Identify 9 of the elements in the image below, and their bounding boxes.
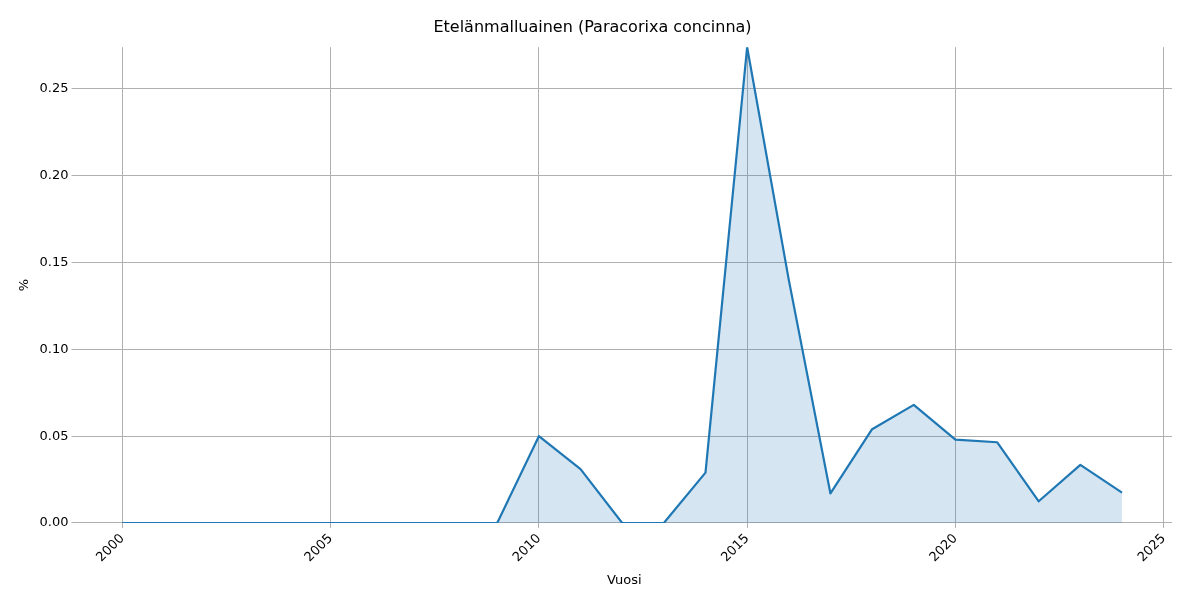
y-tick-label: 0.20 (39, 167, 69, 183)
y-axis-title: % (16, 278, 32, 292)
y-tick-label: 0.25 (39, 80, 69, 96)
chart-title: Etelänmalluainen (Paracorixa concinna) (433, 16, 752, 36)
y-tick-label: 0.15 (39, 253, 69, 269)
x-axis-title: Vuosi (606, 571, 642, 587)
y-tick-label: 0.10 (39, 340, 69, 356)
y-tick-label: 0.00 (39, 514, 69, 530)
y-tick-label: 0.05 (39, 427, 69, 443)
